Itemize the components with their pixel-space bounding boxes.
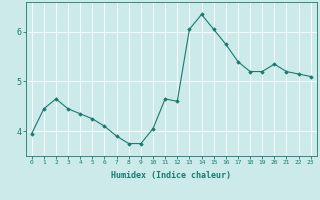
X-axis label: Humidex (Indice chaleur): Humidex (Indice chaleur) <box>111 171 231 180</box>
